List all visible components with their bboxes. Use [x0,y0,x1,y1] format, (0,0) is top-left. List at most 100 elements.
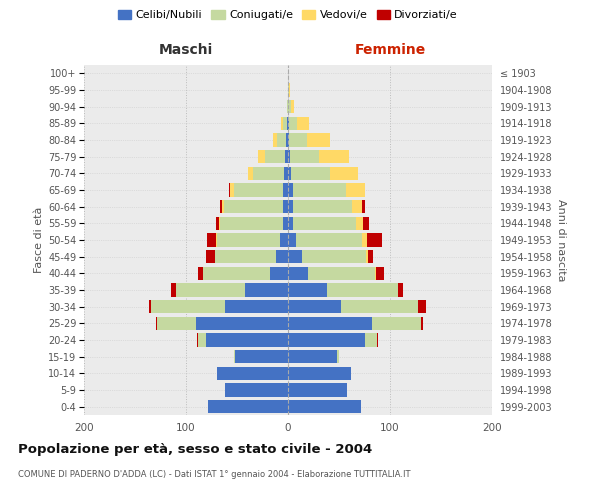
Bar [225,384,288,396]
Bar [198,266,203,280]
Bar [149,300,151,314]
Bar [288,150,290,164]
Bar [288,216,293,230]
Bar [319,150,349,164]
Bar [217,234,280,246]
Bar [273,134,277,146]
Bar [286,134,288,146]
Bar [269,266,288,280]
Bar [284,166,288,180]
Bar [283,216,288,230]
Bar [288,300,341,314]
Bar [371,316,421,330]
Bar [206,334,288,346]
Bar [288,334,365,346]
Bar [337,350,339,364]
Bar [289,84,290,96]
Bar [376,266,384,280]
Text: Maschi: Maschi [159,42,213,56]
Bar [171,284,176,296]
Bar [229,184,230,196]
Bar [346,184,365,196]
Bar [215,234,217,246]
Bar [288,166,291,180]
Bar [259,150,265,164]
Bar [418,300,426,314]
Bar [290,150,319,164]
Bar [234,350,235,364]
Bar [280,234,288,246]
Bar [288,366,351,380]
Bar [297,116,310,130]
Bar [288,284,327,296]
Bar [234,184,283,196]
Bar [265,150,285,164]
Bar [288,200,293,213]
Text: Popolazione per età, sesso e stato civile - 2004: Popolazione per età, sesso e stato civil… [18,442,372,456]
Bar [283,116,287,130]
Bar [157,316,196,330]
Bar [368,250,373,264]
Bar [288,116,289,130]
Bar [356,216,364,230]
Bar [276,250,288,264]
Bar [293,200,352,213]
Bar [302,250,365,264]
Bar [307,134,330,146]
Bar [367,234,382,246]
Bar [220,200,222,213]
Bar [362,200,365,213]
Bar [151,300,225,314]
Bar [365,334,377,346]
Bar [176,284,245,296]
Bar [362,234,367,246]
Bar [208,400,288,413]
Bar [293,216,356,230]
Bar [308,266,375,280]
Bar [235,350,288,364]
Bar [288,350,337,364]
Bar [285,150,288,164]
Bar [288,84,289,96]
Bar [289,116,297,130]
Bar [248,166,253,180]
Bar [288,184,293,196]
Bar [277,134,286,146]
Bar [288,250,302,264]
Bar [288,400,361,413]
Y-axis label: Anni di nascita: Anni di nascita [556,198,566,281]
Bar [288,316,371,330]
Bar [398,284,403,296]
Bar [288,134,289,146]
Bar [222,200,224,213]
Bar [283,200,288,213]
Bar [196,316,288,330]
Bar [364,216,368,230]
Bar [341,300,418,314]
Bar [203,266,269,280]
Bar [287,116,288,130]
Text: COMUNE DI PADERNO D'ADDA (LC) - Dati ISTAT 1° gennaio 2004 - Elaborazione TUTTIT: COMUNE DI PADERNO D'ADDA (LC) - Dati IST… [18,470,410,479]
Bar [293,184,346,196]
Bar [218,216,220,230]
Bar [291,166,330,180]
Bar [421,316,422,330]
Bar [288,384,347,396]
Bar [197,334,198,346]
Bar [281,116,283,130]
Bar [253,166,284,180]
Bar [296,234,362,246]
Bar [288,234,296,246]
Bar [375,266,376,280]
Bar [377,334,378,346]
Bar [220,216,283,230]
Legend: Celibi/Nubili, Coniugati/e, Vedovi/e, Divorziati/e: Celibi/Nubili, Coniugati/e, Vedovi/e, Di… [113,6,463,25]
Bar [198,334,206,346]
Bar [291,100,294,114]
Bar [288,100,291,114]
Bar [217,366,288,380]
Bar [215,250,276,264]
Bar [225,300,288,314]
Bar [287,100,288,114]
Bar [206,250,215,264]
